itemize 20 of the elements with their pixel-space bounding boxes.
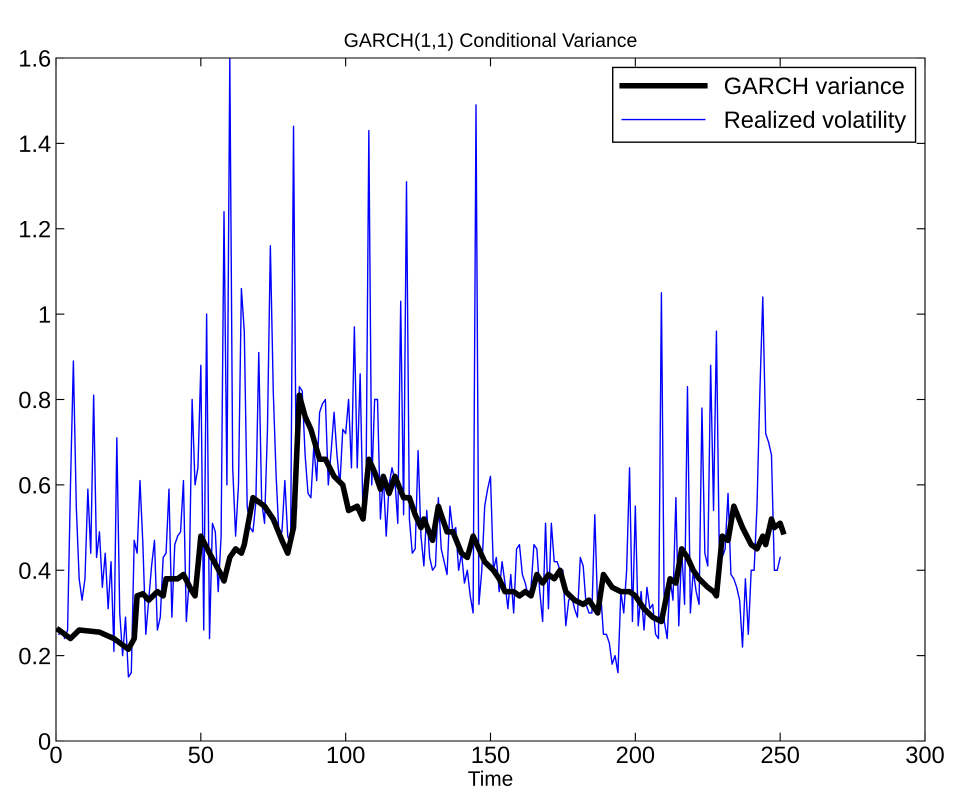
x-axis-title: Time [468, 770, 512, 786]
y-tick-label: 0.2 [19, 648, 50, 664]
y-tick-label: 0.8 [19, 392, 50, 408]
y-tick-label: 0.4 [19, 562, 50, 580]
legend-label: GARCH variance [724, 76, 904, 94]
x-tick-label: 200 [616, 746, 654, 764]
x-tick-label: 250 [762, 746, 799, 764]
y-tick-label: 1.6 [20, 50, 50, 67]
y-tick-label: 1 [40, 306, 50, 323]
x-tick-label: 50 [188, 746, 214, 764]
y-tick-label: 0 [38, 733, 50, 750]
x-tick-label: 150 [472, 746, 510, 764]
y-tick-label: 1.2 [20, 220, 50, 238]
x-tick-label: 300 [906, 746, 944, 764]
x-tick-label: 0 [50, 746, 62, 764]
y-tick-label: 1.4 [20, 136, 50, 152]
legend-label: Realized volatility [726, 110, 906, 133]
x-tick-label: 100 [328, 746, 364, 764]
chart-title: GARCH(1,1) Conditional Variance [344, 32, 636, 51]
y-tick-label: 0.6 [19, 476, 50, 494]
